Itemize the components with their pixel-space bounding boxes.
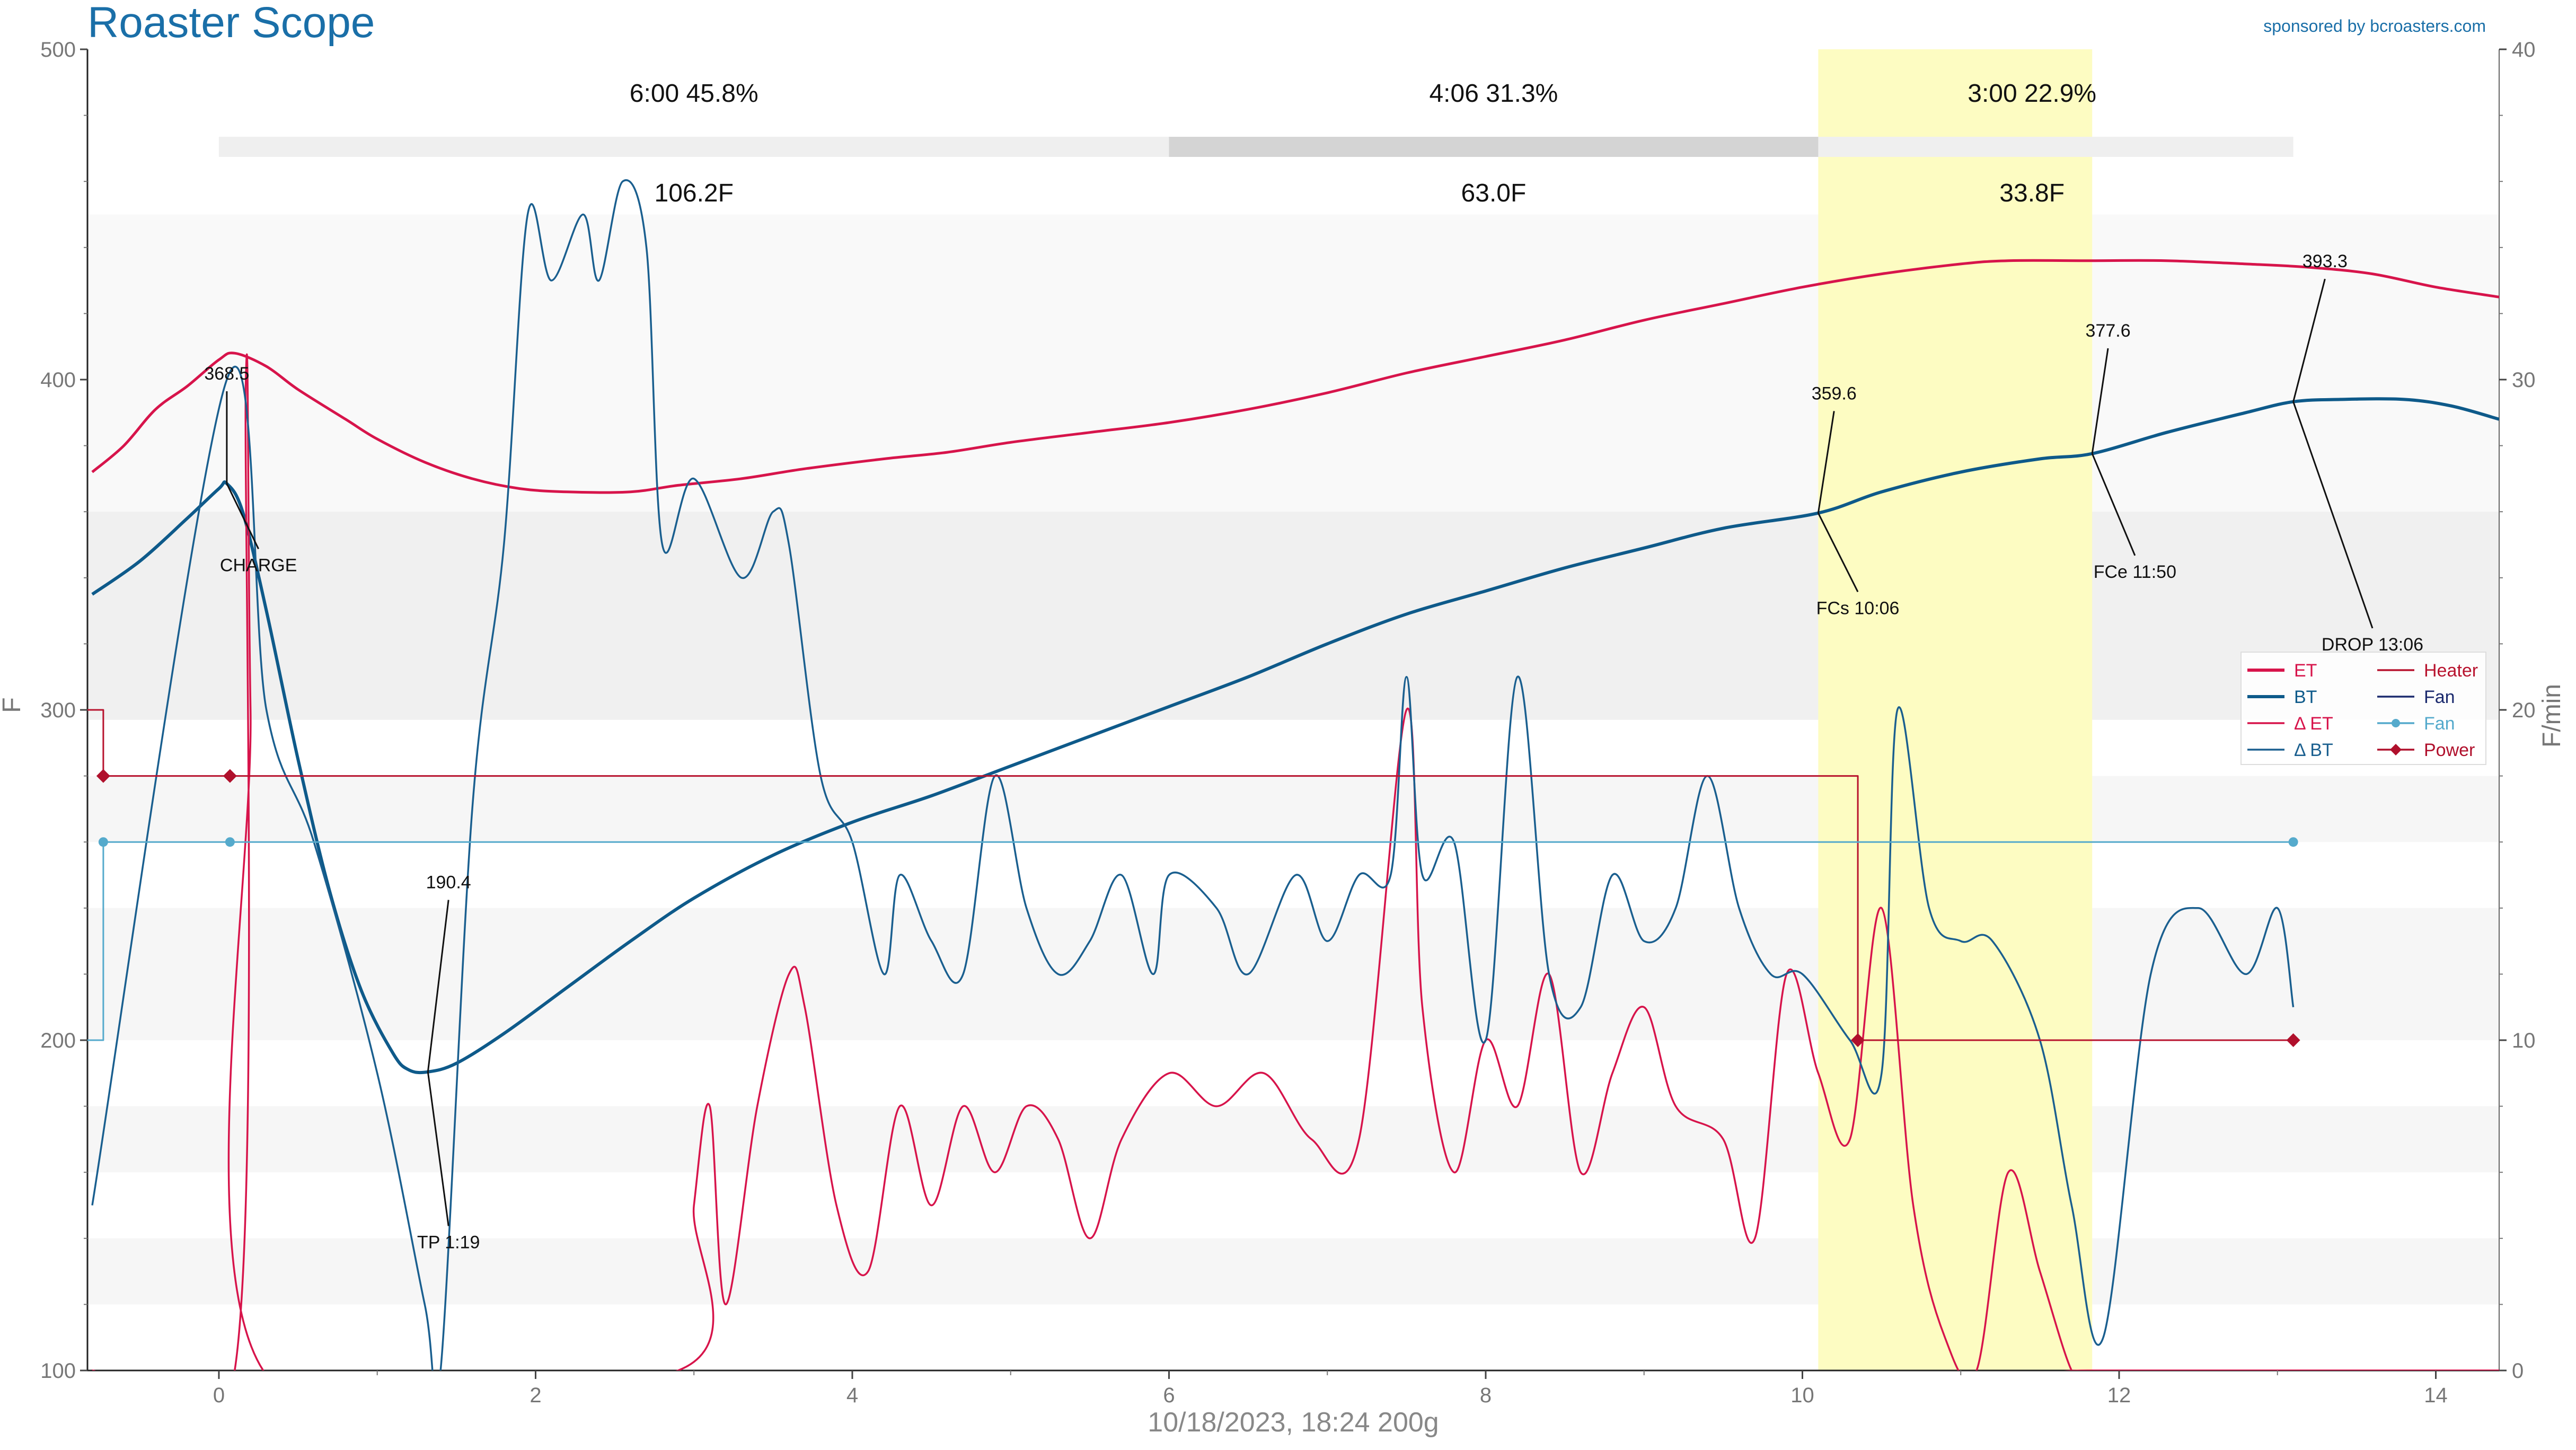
y-tick-label-right: 20 — [2512, 699, 2536, 722]
x-tick-label: 4 — [846, 1384, 858, 1407]
power-marker — [1851, 1033, 1865, 1047]
x-tick-label: 8 — [1480, 1384, 1492, 1407]
app-title: Roaster Scope — [87, 0, 375, 47]
legend-label-delta_bt: Δ BT — [2294, 740, 2333, 760]
phase-time-percent: 6:00 45.8% — [630, 80, 758, 108]
event-name-label: DROP 13:06 — [2322, 635, 2423, 655]
event-value-label: 190.4 — [426, 872, 471, 892]
legend-label-heater: Heater — [2424, 661, 2478, 681]
event-leader-down — [427, 1071, 449, 1226]
y-tick-label-left: 100 — [40, 1359, 76, 1383]
event-name-label: TP 1:19 — [417, 1232, 480, 1252]
phase-time-percent: 3:00 22.9% — [1968, 80, 2096, 108]
phase-delta-temp: 33.8F — [1999, 179, 2065, 207]
x-tick-label: 6 — [1163, 1384, 1175, 1407]
event-leader-down — [2091, 453, 2136, 556]
event-leader-up — [1817, 411, 1835, 513]
first-crack-highlight — [1818, 49, 2093, 1370]
event-value-label: 359.6 — [1812, 383, 1857, 403]
event-leader-up — [427, 900, 449, 1072]
legend-marker-power — [2390, 744, 2402, 755]
y-axis-label-left: F — [0, 697, 26, 713]
series-line-delta_bt — [91, 179, 2295, 1370]
phase-bar: 6:00 45.8% 106.2F 4:06 31.3% 63.0F 3:00 22.9… — [218, 80, 2293, 207]
phase-bar-maillard — [1169, 137, 1819, 157]
y-tick-label-right: 40 — [2512, 38, 2536, 61]
y-tick-label-left: 500 — [40, 38, 76, 61]
x-tick-label: 12 — [2107, 1384, 2131, 1407]
event-leader-up — [2292, 278, 2326, 402]
event-name-label: FCe 11:50 — [2094, 562, 2176, 582]
legend-marker-fan — [2392, 719, 2400, 727]
event-value-label: 393.3 — [2302, 251, 2348, 271]
fan-marker — [2288, 837, 2298, 847]
event-value-label: 368.5 — [204, 364, 249, 384]
fan-marker — [225, 837, 235, 847]
power-marker — [2286, 1033, 2300, 1047]
series-line-heater — [87, 709, 2293, 1041]
legend-label-bt: BT — [2294, 687, 2317, 707]
y-tick-label-left: 400 — [40, 368, 76, 392]
y-tick-label-left: 200 — [40, 1029, 76, 1052]
event-name-label: FCs 10:06 — [1816, 598, 1900, 618]
background-band — [87, 776, 2499, 842]
series-line-delta_et — [92, 353, 2499, 1370]
legend-label-fan_control: Fan — [2424, 687, 2455, 707]
y-tick-label-left: 300 — [40, 699, 76, 722]
power-marker — [223, 769, 237, 783]
x-tick-label: 0 — [213, 1384, 225, 1407]
legend-label-delta_et: Δ ET — [2294, 714, 2333, 734]
series-line-et — [91, 259, 2499, 494]
background-band — [87, 214, 2499, 512]
series-line-bt — [91, 397, 2499, 1075]
phase-time-percent: 4:06 31.3% — [1429, 80, 1558, 108]
phase-delta-temp: 106.2F — [655, 179, 734, 207]
event-name-label: CHARGE — [220, 555, 297, 575]
y-tick-label-right: 30 — [2512, 368, 2536, 392]
background-band — [87, 1238, 2499, 1305]
event-leader-up — [2091, 348, 2109, 454]
legend-label-power: Power — [2424, 740, 2475, 760]
highlight-region — [1818, 49, 2093, 1370]
x-tick-label: 2 — [530, 1384, 541, 1407]
y-tick-label-right: 10 — [2512, 1029, 2536, 1052]
series-line-fan — [87, 841, 2293, 1041]
event-leader-down — [2292, 401, 2374, 629]
phase-delta-temp: 63.0F — [1461, 179, 1527, 207]
series-lines — [87, 179, 2499, 1370]
event-leader-down — [226, 483, 260, 549]
event-value-label: 377.6 — [2086, 321, 2131, 341]
background-band — [87, 1106, 2499, 1173]
y-tick-label-right: 0 — [2512, 1359, 2524, 1383]
event-leader-down — [1818, 513, 1859, 593]
legend-label-et: ET — [2294, 661, 2317, 681]
power-marker — [96, 769, 110, 783]
y-axis-label-right: F/min — [2538, 684, 2566, 748]
x-tick-label: 14 — [2424, 1384, 2448, 1407]
fan-marker — [98, 837, 108, 847]
x-tick-label: 10 — [1790, 1384, 1814, 1407]
background-band — [87, 908, 2499, 1040]
footer-date: 10/18/2023, 18:24 200g — [1148, 1407, 1439, 1438]
sponsor-text: sponsored by bcroasters.com — [2263, 16, 2486, 36]
background-band — [87, 512, 2499, 720]
background-bands — [87, 214, 2499, 1305]
legend: ET BT Δ ET Δ BT Heater Fan Fan Power — [2240, 652, 2486, 765]
legend-label-fan: Fan — [2424, 714, 2455, 734]
event-annotations: 368.5 CHARGE 190.4 TP 1:19 359.6 FCs 10:06 377… — [204, 251, 2423, 1252]
